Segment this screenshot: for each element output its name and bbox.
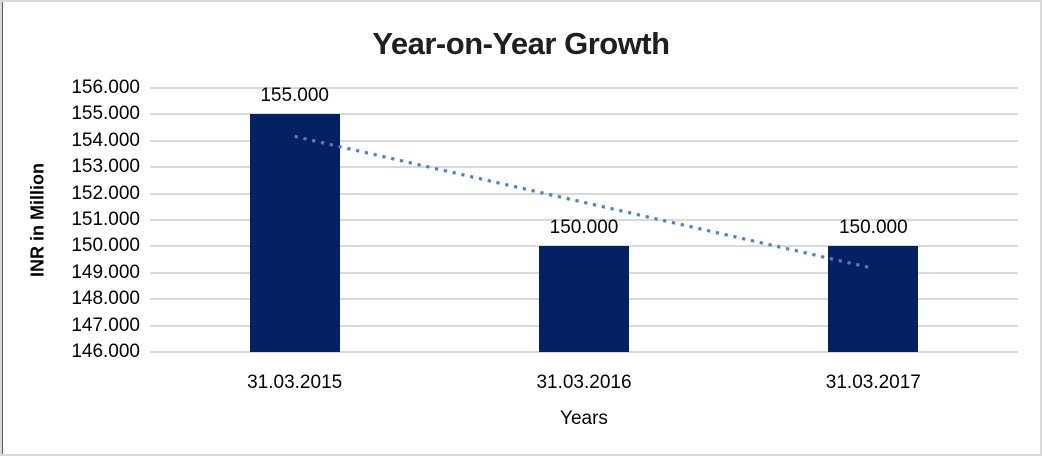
y-axis-tick-label: 151.000 <box>71 209 140 230</box>
bar-value-label: 155.000 <box>260 85 329 107</box>
frame-left-border <box>2 2 3 454</box>
x-axis-title: Years <box>560 408 608 429</box>
bar <box>249 114 340 352</box>
y-gridline <box>150 113 1018 116</box>
y-axis-tick-label: 149.000 <box>71 261 140 283</box>
bar-value-label: 150.000 <box>549 217 619 239</box>
bar <box>828 246 919 352</box>
bar <box>539 246 629 352</box>
chart-title: Year-on-Year Growth <box>372 26 670 61</box>
y-gridline <box>150 351 1018 353</box>
y-axis-tick-label: 156.000 <box>71 77 140 98</box>
x-axis-tick-label: 31.03.2016 <box>536 372 632 393</box>
y-axis-tick-label: 155.000 <box>71 103 140 125</box>
y-axis-tick-label: 150.000 <box>71 235 140 257</box>
x-axis-tick-label: 31.03.2017 <box>825 372 921 393</box>
y-axis-tick-label: 152.000 <box>71 182 140 204</box>
y-axis-tick-label: 153.000 <box>71 156 140 178</box>
y-gridline <box>150 87 1018 89</box>
y-axis-tick-label: 146.000 <box>71 341 140 362</box>
y-axis-tick-label: 148.000 <box>71 288 140 310</box>
bar-value-label: 150.000 <box>838 217 908 239</box>
y-axis-tick-label: 147.000 <box>71 314 140 336</box>
x-axis-tick-label: 31.03.2015 <box>247 372 343 393</box>
y-axis-tick-label: 154.000 <box>71 129 140 151</box>
